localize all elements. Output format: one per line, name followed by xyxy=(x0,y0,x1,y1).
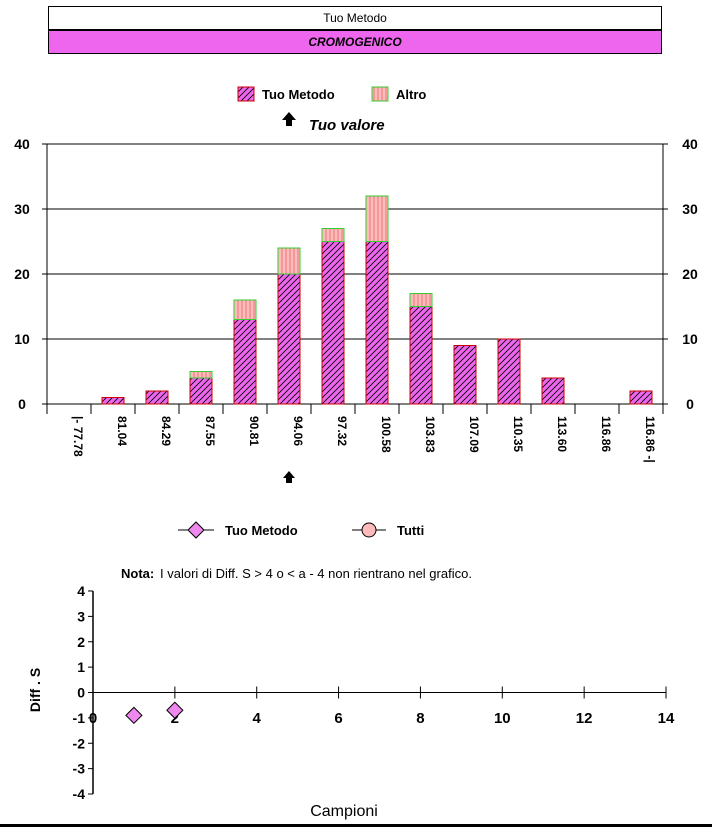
bar-altro xyxy=(409,293,433,307)
y-tick-label-left: 30 xyxy=(14,201,30,217)
scatter-x-tick-label: 14 xyxy=(658,710,675,727)
x-tick-label: 84.29 xyxy=(159,416,173,446)
legend-swatch-tuo-metodo xyxy=(237,86,255,102)
scatter-points xyxy=(125,701,184,725)
bar-tuo-metodo xyxy=(189,377,213,405)
bar-tuo-metodo xyxy=(101,397,125,405)
histogram-grid xyxy=(47,143,663,405)
bar-tuo-metodo xyxy=(453,345,477,405)
y-tick-label-left: 10 xyxy=(14,331,30,347)
y-tick-label-right: 0 xyxy=(686,396,694,412)
your-value-category-arrow-icon xyxy=(283,471,295,483)
bar-tuo-metodo xyxy=(321,241,345,405)
scatter-y-tick-label: 1 xyxy=(77,659,85,675)
scatter-legend: Tuo Metodo Tutti xyxy=(178,521,424,539)
x-tick-label: 107.09 xyxy=(467,416,481,453)
legend-label-tuo-metodo-scatter: Tuo Metodo xyxy=(225,523,298,538)
note-label: Nota: xyxy=(121,566,154,581)
legend-diamond-icon xyxy=(187,521,205,539)
bar-tuo-metodo xyxy=(629,390,653,405)
x-tick-label: 110.35 xyxy=(511,416,525,452)
scatter-x-tick-label: 8 xyxy=(416,710,424,727)
x-tick-label: 90.81 xyxy=(247,416,261,446)
scatter-xlabel: Campioni xyxy=(310,803,378,820)
data-point-diamond xyxy=(166,701,184,719)
scatter-y-tick-label: 4 xyxy=(77,583,85,599)
histogram-y-tick-labels: 0 0 10 10 20 20 30 30 40 40 xyxy=(14,136,698,412)
scatter-x-tick-label: 4 xyxy=(253,710,262,727)
scatter-y-tick-label: -1 xyxy=(73,710,86,726)
scatter-y-tick-labels: 4 3 2 1 0 -1 -2 -3 -4 xyxy=(73,583,86,802)
bar-tuo-metodo xyxy=(145,390,169,405)
scatter-chart: Tuo Metodo Tutti Nota: I valori di Diff.… xyxy=(27,521,675,820)
scatter-y-tick-label: 2 xyxy=(77,634,85,650)
scatter-y-tick-label: 0 xyxy=(77,685,85,701)
y-tick-label-right: 30 xyxy=(682,201,698,217)
x-tick-label: 81.04 xyxy=(115,416,129,446)
bar-tuo-metodo xyxy=(497,338,521,405)
bar-tuo-metodo xyxy=(409,306,433,405)
x-tick-label: 87.55 xyxy=(203,416,217,446)
scatter-y-tick-label: -4 xyxy=(73,786,86,802)
scatter-x-tick-label: 10 xyxy=(494,710,511,727)
histogram-chart: Tuo Metodo Altro Tuo valore 0 0 10 10 20 20 30… xyxy=(14,86,698,483)
legend-swatch-altro xyxy=(371,86,389,102)
bar-altro xyxy=(189,371,213,379)
data-point-diamond xyxy=(125,706,143,725)
bar-tuo-metodo xyxy=(233,319,257,405)
scatter-x-tick-label: 6 xyxy=(334,710,342,727)
scatter-y-tick-label: 3 xyxy=(77,608,85,624)
x-tick-label: 116.86 -| xyxy=(643,416,657,463)
bar-tuo-metodo xyxy=(541,377,565,405)
scatter-x-tick-label: 12 xyxy=(576,710,593,727)
y-tick-label-right: 20 xyxy=(682,266,698,282)
bar-altro xyxy=(321,228,345,242)
scatter-y-tick-label: -3 xyxy=(73,761,86,777)
legend-label-altro: Altro xyxy=(396,87,426,102)
bar-altro xyxy=(233,299,257,320)
histogram-legend: Tuo Metodo Altro Tuo valore xyxy=(237,86,426,134)
note-text: I valori di Diff. S > 4 o < a - 4 non ri… xyxy=(160,566,472,581)
x-tick-label: 113.60 xyxy=(555,416,569,452)
histogram-axes xyxy=(42,143,668,414)
scatter-ylabel: Diff . S xyxy=(27,668,43,712)
bar-tuo-metodo xyxy=(365,241,389,405)
x-tick-label: 94.06 xyxy=(291,416,305,446)
scatter-axes xyxy=(88,590,667,795)
y-tick-label-left: 40 xyxy=(14,136,30,152)
scatter-y-tick-label: -2 xyxy=(73,735,86,751)
y-tick-label-right: 10 xyxy=(682,331,698,347)
x-tick-label: 97.32 xyxy=(335,416,349,446)
x-tick-label: 116.86 xyxy=(599,416,613,452)
histogram-x-tick-labels: |- 77.78 81.04 84.29 87.55 90.81 94.06 97.32 10… xyxy=(71,416,657,463)
report-title: Tuo Metodo xyxy=(48,6,662,30)
scatter-x-tick-label: 0 xyxy=(89,710,97,727)
bar-altro xyxy=(365,195,389,242)
legend-circle-icon xyxy=(361,522,377,538)
legend-label-tuo-metodo: Tuo Metodo xyxy=(262,87,335,102)
legend-label-tutti: Tutti xyxy=(397,523,424,538)
x-tick-label: |- 77.78 xyxy=(71,416,85,457)
y-tick-label-left: 0 xyxy=(18,396,26,412)
x-tick-label: 100.58 xyxy=(379,416,393,453)
your-value-label: Tuo valore xyxy=(309,117,385,134)
bar-tuo-metodo xyxy=(277,273,301,405)
method-label: CROMOGENICO xyxy=(48,30,662,54)
x-tick-label: 103.83 xyxy=(423,416,437,453)
scatter-x-tick-labels: 02468101214 xyxy=(89,710,675,727)
your-value-arrow-icon xyxy=(282,112,296,126)
y-tick-label-left: 20 xyxy=(14,266,30,282)
bar-altro xyxy=(277,247,301,275)
histogram-bars xyxy=(101,195,653,405)
bottom-border xyxy=(0,824,712,827)
y-tick-label-right: 40 xyxy=(682,136,698,152)
